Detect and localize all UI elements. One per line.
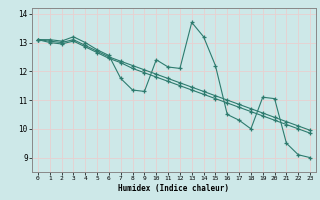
X-axis label: Humidex (Indice chaleur): Humidex (Indice chaleur) bbox=[118, 184, 229, 193]
